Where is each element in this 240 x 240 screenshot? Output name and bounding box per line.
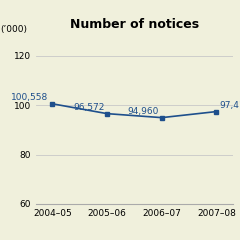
Title: Number of notices: Number of notices: [70, 18, 199, 31]
Text: (’000): (’000): [0, 25, 28, 34]
Text: 94,960: 94,960: [128, 107, 159, 116]
Text: 96,572: 96,572: [73, 103, 104, 112]
Text: 97,410: 97,410: [219, 101, 240, 110]
Text: 100,558: 100,558: [11, 93, 48, 102]
